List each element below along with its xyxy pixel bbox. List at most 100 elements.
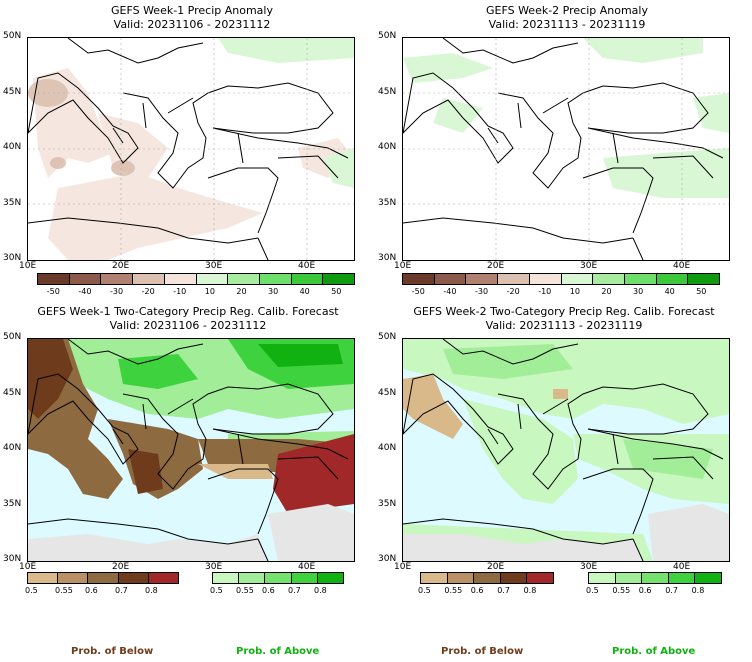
probability-tick-label: 0.55 [444, 586, 463, 595]
probability-colorbar-swatch [447, 573, 475, 583]
probability-colorbar-swatch [317, 573, 344, 583]
lon-label: 20E [112, 562, 130, 572]
probability-tick-label: 0.5 [210, 586, 223, 595]
anomaly-tick-label: 10 [204, 287, 215, 296]
anomaly-colorbar-swatch [38, 274, 70, 284]
lat-label: 50N [378, 332, 397, 342]
anomaly-tick-label: 30 [268, 287, 279, 296]
probability-colorbar-swatch [668, 573, 696, 583]
above-colorbar-week1 [212, 572, 344, 584]
lon-label: 20E [112, 261, 130, 271]
anomaly-tick-label: 20 [601, 287, 612, 296]
anomaly-colorbar-week1 [37, 273, 355, 285]
probability-tick-label: 0.7 [288, 586, 301, 595]
anomaly-tick-label: -40 [78, 287, 92, 296]
panel-2-valid: Valid: 20231113 - 20231119 [488, 18, 646, 31]
probability-colorbar-swatch [527, 573, 553, 583]
probability-colorbar-swatch [239, 573, 266, 583]
probability-tick-label: 0.6 [470, 586, 484, 595]
lon-label: 30E [580, 562, 598, 572]
anomaly-colorbar-swatch [466, 274, 499, 284]
anomaly-colorbar-swatch [529, 274, 562, 284]
lat-label: 30N [3, 253, 22, 263]
lat-label: 40N [3, 142, 22, 152]
probability-colorbar-swatch [500, 573, 528, 583]
probability-tick-label: 0.8 [314, 586, 327, 595]
anomaly-colorbar-swatch [434, 274, 467, 284]
probability-tick-label: 0.55 [612, 586, 631, 595]
lat-label: 45N [3, 387, 22, 398]
probability-colorbar-swatch [695, 573, 721, 583]
lon-label: 30E [205, 261, 223, 271]
anomaly-tick-label: -10 [173, 287, 187, 296]
probability-tick-label: 0.6 [262, 586, 275, 595]
below-colorbar-week2 [420, 572, 554, 584]
probability-tick-label: 0.6 [638, 586, 652, 595]
lon-label: 30E [205, 562, 223, 572]
anomaly-colorbar-swatch [228, 274, 260, 284]
above-colorbar-week2 [588, 572, 722, 584]
probability-colorbar-swatch [421, 573, 448, 583]
anomaly-colorbar-swatch [403, 274, 435, 284]
lon-label: 40E [673, 562, 691, 572]
map-week1-two-category [27, 338, 355, 562]
legend-below-week1: Prob. of Below [71, 646, 154, 657]
probability-tick-label: 0.5 [418, 586, 431, 595]
map-week2-anomaly [402, 37, 730, 261]
probability-colorbar-swatch [615, 573, 643, 583]
probability-colorbar-swatch [589, 573, 616, 583]
anomaly-tick-label: 10 [569, 287, 580, 296]
probability-tick-label: 0.7 [115, 586, 128, 595]
anomaly-tick-label: -10 [538, 287, 552, 296]
lon-label: 10E [394, 562, 412, 572]
lon-label: 30E [580, 261, 598, 271]
probability-tick-label: 0.5 [586, 586, 599, 595]
probability-colorbar-swatch [474, 573, 501, 583]
anomaly-tick-label: 30 [633, 287, 644, 296]
anomaly-colorbar-swatch [69, 274, 102, 284]
panel-1-title: GEFS Week-1 Precip Anomaly [110, 4, 273, 17]
lat-label: 45N [3, 86, 22, 97]
anomaly-tick-label: -20 [506, 287, 520, 296]
lat-label: 40N [378, 142, 397, 152]
map-week2-two-category [402, 338, 730, 562]
probability-colorbar-swatch [148, 573, 179, 583]
probability-tick-label: 0.7 [665, 586, 678, 595]
lon-label: 20E [487, 562, 505, 572]
legend-below-week2: Prob. of Below [441, 646, 524, 657]
anomaly-tick-label: 50 [696, 287, 707, 296]
anomaly-colorbar-swatch [593, 274, 625, 284]
lat-label: 45N [378, 387, 397, 398]
lat-label: 30N [3, 554, 22, 564]
lon-label: 40E [298, 261, 316, 271]
lat-label: 50N [3, 31, 22, 41]
lat-label: 45N [378, 86, 397, 97]
anomaly-colorbar-swatch [323, 274, 355, 284]
panel-1-valid: Valid: 20231106 - 20231112 [113, 18, 271, 31]
probability-tick-label: 0.7 [497, 586, 510, 595]
lat-label: 30N [378, 253, 397, 263]
lat-label: 35N [3, 498, 22, 509]
legend-above-week2: Prob. of Above [612, 646, 696, 657]
probability-colorbar-swatch [58, 573, 89, 583]
lat-label: 40N [3, 443, 22, 453]
below-colorbar-week1 [27, 572, 179, 584]
probability-tick-label: 0.8 [145, 586, 158, 595]
anomaly-colorbar-swatch [164, 274, 197, 284]
lat-label: 50N [378, 31, 397, 41]
lat-label: 35N [3, 197, 22, 208]
anomaly-colorbar-swatch [291, 274, 324, 284]
lon-label: 10E [19, 261, 37, 271]
lat-label: 35N [378, 498, 397, 509]
map-week1-anomaly [27, 37, 355, 261]
probability-tick-label: 0.8 [523, 586, 537, 595]
anomaly-colorbar-week2 [402, 273, 720, 285]
anomaly-tick-label: 40 [664, 287, 675, 296]
anomaly-colorbar-swatch [101, 274, 134, 284]
probability-colorbar-swatch [642, 573, 669, 583]
lat-label: 50N [3, 332, 22, 342]
lat-label: 30N [378, 554, 397, 564]
anomaly-tick-label: -30 [110, 287, 124, 296]
anomaly-colorbar-swatch [561, 274, 594, 284]
lon-label: 10E [394, 261, 412, 271]
